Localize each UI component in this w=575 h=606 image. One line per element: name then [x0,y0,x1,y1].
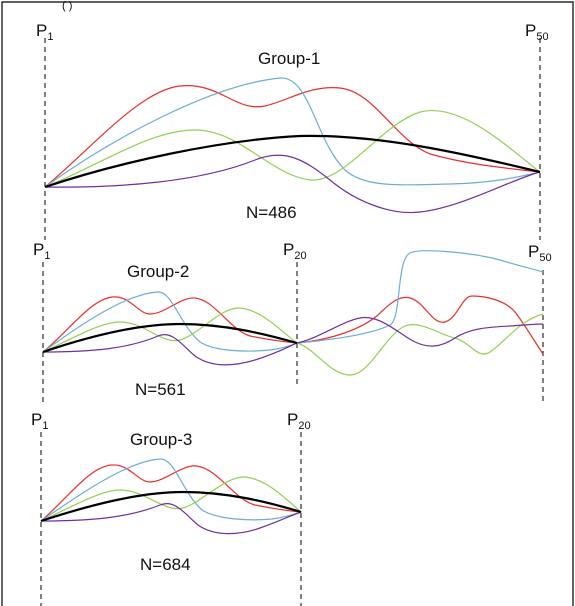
group-2-purple-curve-left [42,334,298,366]
group-1-blue-curve [44,77,541,188]
group-1-red-curve [44,85,541,188]
group-3-panel: P1 P20 Group-3 N=684 [31,410,311,606]
group-1-title: Group-1 [258,49,320,68]
group-1-marker-p50: P50 [525,21,549,43]
group-2-red-curve-left [42,296,298,353]
group-2-marker-p1: P1 [33,240,50,262]
group-3-purple-curve [40,503,302,535]
group-2-red-curve-right [296,295,544,355]
group-3-n-label: N=684 [140,555,191,574]
group-3-marker-p1: P1 [31,410,48,432]
group-2-green-curve-left [42,307,298,353]
group-2-n-label: N=561 [135,380,186,399]
group-2-green-curve-right [296,313,544,376]
group-3-marker-p20: P20 [287,410,311,432]
group-2-blue-curve-left [42,291,298,353]
group-2-blue-curve-right [296,250,544,344]
group-1-green-curve [44,110,541,188]
group-3-green-curve [40,476,302,522]
group-1-panel: P1 P50 Group-1 N=486 [36,21,549,240]
group-1-purple-curve [44,154,541,214]
group-3-title: Group-3 [130,430,192,449]
top-fragment: ( ) [62,0,72,12]
group-2-title: Group-2 [127,262,189,281]
group-2-panel: P1 P20 P50 Group-2 N=561 [33,240,552,404]
group-1-n-label: N=486 [246,203,297,222]
group-3-mean-curve [40,490,302,523]
group-3-red-curve [40,464,302,522]
group-1-mean-curve [44,134,541,189]
group-2-marker-p20: P20 [283,240,307,262]
group-3-blue-curve [40,458,302,522]
group-2-purple-curve-right [296,316,544,347]
group-2-marker-p50: P50 [528,242,552,264]
group-1-marker-p1: P1 [36,21,53,43]
group-2-mean-curve-left [42,322,298,354]
